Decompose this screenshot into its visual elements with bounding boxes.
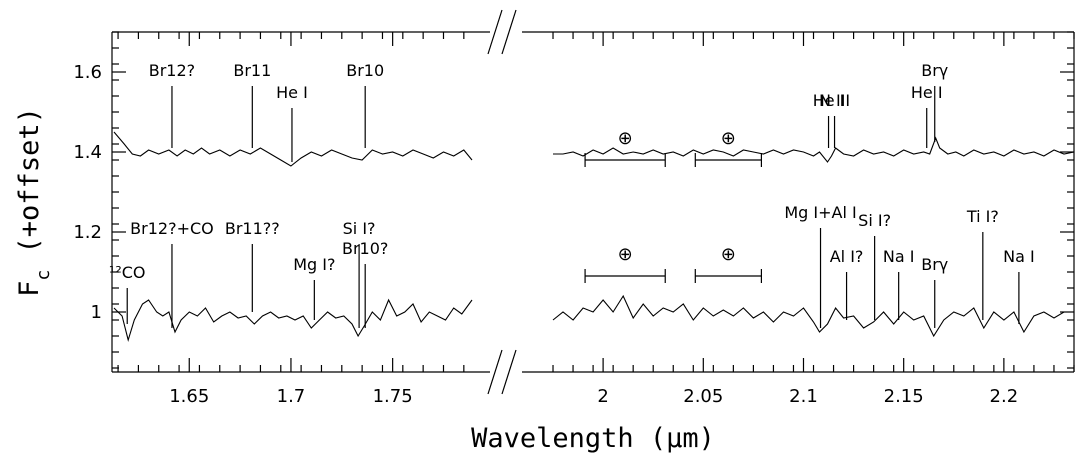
annotation-label: ¹²CO [109,263,146,282]
spectrum-line [553,136,1075,163]
y-tick-label: 1.4 [73,142,102,163]
x-axis-title: Wavelength (μm) [471,423,715,454]
y-tick-label: 1.2 [73,222,102,243]
axis-break-mark [487,349,503,395]
annotation-label: Br10? [342,239,388,258]
spectrum-line [552,294,1074,338]
annotation-label: Brγ [921,61,948,80]
earth-symbol: ⊕ [618,128,633,149]
x-tick-label: 2.1 [789,386,818,407]
annotation-label: Mg I+Al I [784,203,856,222]
annotation-label: Si I? [858,211,891,230]
earth-symbol: ⊕ [721,244,736,265]
annotation-label: Na I [1003,247,1035,266]
annotation-label: Br11 [233,61,271,80]
annotation-label: He I [813,91,845,110]
spectrum-line [113,298,473,343]
tick-labels: 1.65 1.7 1.75 2 2.05 2.1 2.15 2.2 1 1.2 1.4 1.6 [73,62,1018,407]
annotation-label: N III [819,91,850,110]
x-tick-label: 2 [597,386,608,407]
earth-symbol: ⊕ [721,128,736,149]
x-tick-label: 1.7 [277,386,306,407]
annotation-label: Mg I? [293,255,335,274]
y-axis-title: Fc (+offset) [14,107,54,297]
earth-symbol: ⊕ [618,244,633,265]
x-tick-label: 1.65 [169,386,209,407]
axis-break-mark [487,9,503,55]
x-tick-label: 1.75 [373,386,413,407]
axis-break-mark [501,349,517,395]
annotation-label: Br11?? [225,219,280,238]
annotation-label: Br12?+CO [130,219,214,238]
x-tick-label: 2.2 [990,386,1019,407]
annotation-label: Br10 [346,61,384,80]
annotation-label: Al I? [830,247,864,266]
spectra-lines [113,131,1075,343]
annotation-label: Brγ [921,255,948,274]
annotation-label: He I [276,83,308,102]
telluric-markers: ⊕ ⊕ ⊕ ⊕ [584,128,763,283]
axis-ticks [112,31,1075,372]
x-tick-label: 2.05 [683,386,723,407]
x-tick-label: 2.15 [884,386,924,407]
annotation-label: Ti I? [966,207,999,226]
spectrum-line [113,131,473,167]
y-tick-label: 1.6 [73,62,102,83]
annotation-label: Br12? [149,61,195,80]
annotation-label: He I [911,83,943,102]
annotation-label: Na I [883,247,915,266]
axis-break-mark [501,9,517,55]
y-tick-label: 1 [91,302,102,323]
annotation-label: Si I? [343,219,376,238]
